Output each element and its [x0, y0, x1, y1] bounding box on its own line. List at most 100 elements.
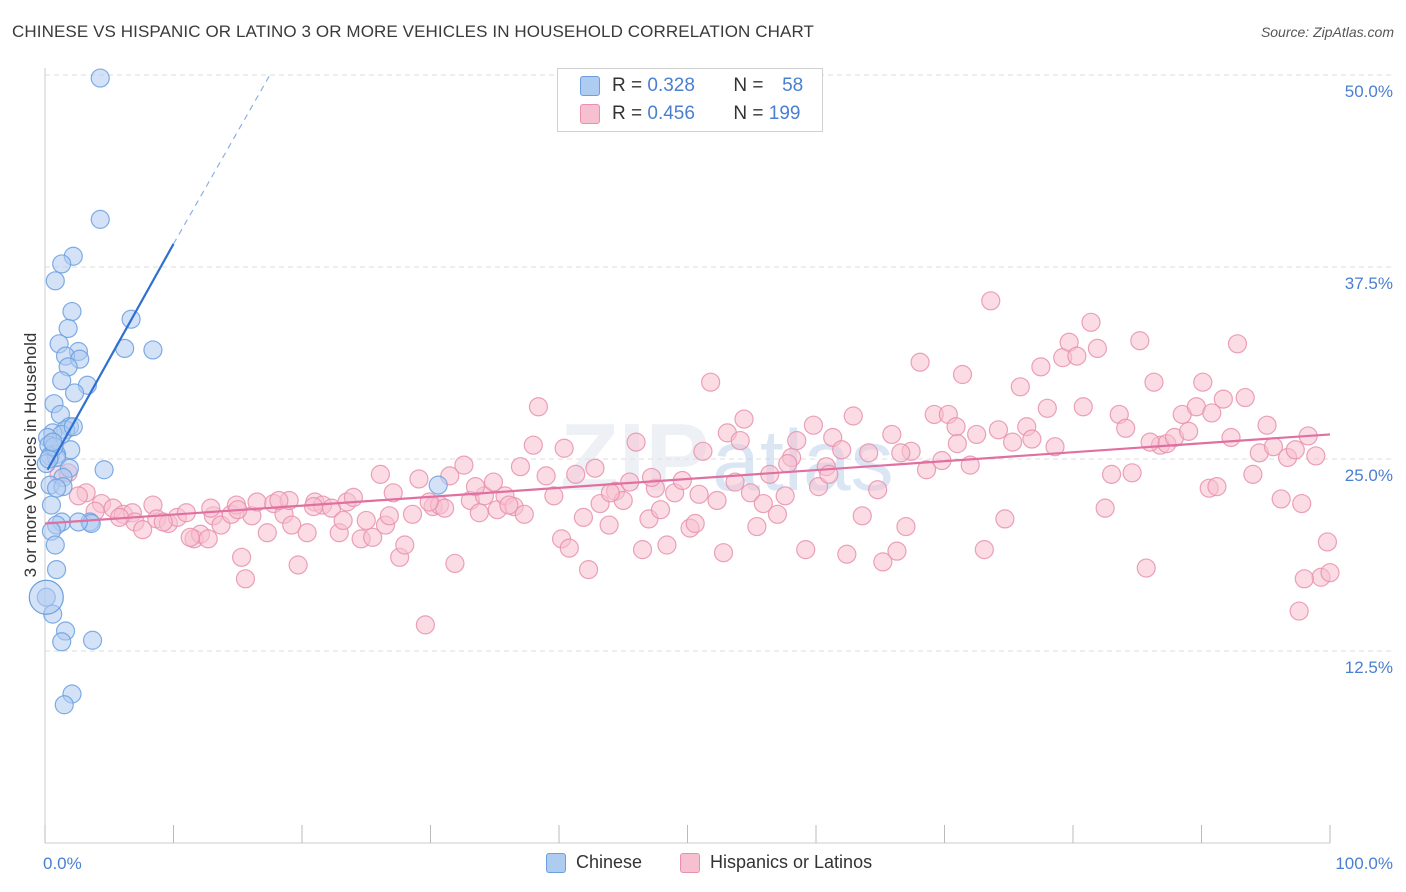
data-point: [1095, 498, 1115, 518]
data-point: [657, 535, 677, 555]
data-point: [52, 632, 72, 652]
data-point: [1294, 569, 1314, 589]
legend-n-value: 58: [782, 75, 804, 96]
data-point: [734, 409, 754, 429]
data-point: [632, 540, 653, 560]
data-point: [1073, 397, 1093, 417]
data-point: [383, 483, 403, 503]
data-point: [1179, 421, 1199, 441]
data-point: [1285, 440, 1305, 460]
x-tick-label: 0.0%: [43, 854, 82, 873]
data-point: [1257, 415, 1277, 435]
data-point: [995, 509, 1015, 529]
data-point: [153, 512, 173, 532]
data-point: [808, 477, 829, 497]
data-point: [1317, 532, 1338, 552]
data-point: [916, 460, 937, 480]
chart-source: Source: ZipAtlas.com: [1260, 24, 1394, 40]
data-point: [1221, 427, 1241, 448]
y-tick-labels: 12.5% 25.0% 37.5% 50.0%: [1345, 82, 1393, 677]
bottom-legend-chinese: Chinese: [546, 852, 642, 873]
data-point: [235, 569, 256, 589]
data-point: [767, 504, 788, 524]
data-point: [41, 495, 62, 515]
data-point: [90, 68, 110, 88]
data-point: [133, 520, 153, 540]
data-point: [873, 552, 893, 572]
data-point: [52, 371, 72, 391]
legend-n-value: 199: [768, 103, 801, 124]
data-point: [1320, 563, 1340, 583]
data-point: [1202, 403, 1222, 423]
data-point: [981, 291, 1001, 311]
trend-line-hispanics: [44, 433, 1331, 525]
data-point: [58, 318, 78, 339]
data-point: [269, 490, 289, 511]
data-point: [45, 271, 65, 291]
data-point: [333, 510, 353, 531]
y-tick-label: 37.5%: [1345, 274, 1393, 293]
data-point: [685, 513, 705, 534]
bottom-legend-hispanics: Hispanics or Latinos: [680, 852, 872, 873]
data-point: [1227, 334, 1248, 354]
data-point: [428, 475, 448, 495]
data-point: [693, 441, 713, 461]
data-point: [578, 559, 599, 580]
data-point: [52, 254, 72, 274]
data-point: [282, 515, 302, 535]
data-point: [356, 510, 376, 531]
data-point: [952, 364, 973, 385]
data-point: [947, 434, 967, 454]
data-point: [528, 397, 549, 417]
data-point: [510, 457, 531, 477]
data-point: [1087, 338, 1108, 359]
data-point: [796, 540, 816, 560]
data-point: [554, 438, 574, 458]
data-point: [90, 209, 110, 229]
data-point: [303, 497, 324, 517]
legend-r-label: R =: [612, 103, 643, 124]
data-point: [641, 467, 662, 488]
data-point: [1243, 464, 1263, 484]
data-point: [559, 538, 579, 558]
data-point: [713, 543, 734, 563]
data-point: [62, 301, 82, 322]
data-point: [626, 432, 646, 452]
data-point: [775, 486, 795, 506]
data-point: [843, 406, 863, 426]
data-point: [143, 340, 163, 360]
bottom-legend-label-chinese: Chinese: [576, 852, 643, 872]
data-point: [585, 458, 605, 478]
data-point: [1144, 372, 1164, 392]
data-point: [1292, 493, 1312, 514]
data-point: [379, 506, 399, 526]
data-point: [725, 472, 745, 492]
data-point: [967, 424, 987, 445]
data-point: [1031, 357, 1051, 377]
correlation-legend: R = 0.328 N = 58 R = 0.456 N = 199: [557, 68, 823, 132]
data-point: [370, 464, 390, 484]
data-point: [64, 383, 85, 403]
data-point: [54, 695, 74, 715]
y-axis-title: 3 or more Vehicles in Household: [21, 333, 40, 578]
data-point: [974, 540, 994, 560]
data-point: [363, 527, 383, 547]
data-point: [46, 478, 67, 498]
data-point: [887, 541, 907, 561]
data-point: [28, 579, 64, 615]
data-point: [859, 443, 879, 463]
trend-lines: [44, 74, 1331, 525]
data-point: [1136, 558, 1156, 578]
data-point: [730, 430, 750, 451]
data-point: [701, 372, 721, 392]
data-point: [45, 535, 65, 555]
trend-line-chinese: [46, 243, 175, 471]
data-point: [1045, 437, 1065, 457]
x-tick-label: 100.0%: [1335, 854, 1393, 873]
data-point: [600, 483, 621, 503]
data-point: [445, 553, 465, 574]
data-point: [232, 547, 252, 567]
data-point: [1101, 464, 1122, 484]
data-point: [1289, 601, 1309, 621]
